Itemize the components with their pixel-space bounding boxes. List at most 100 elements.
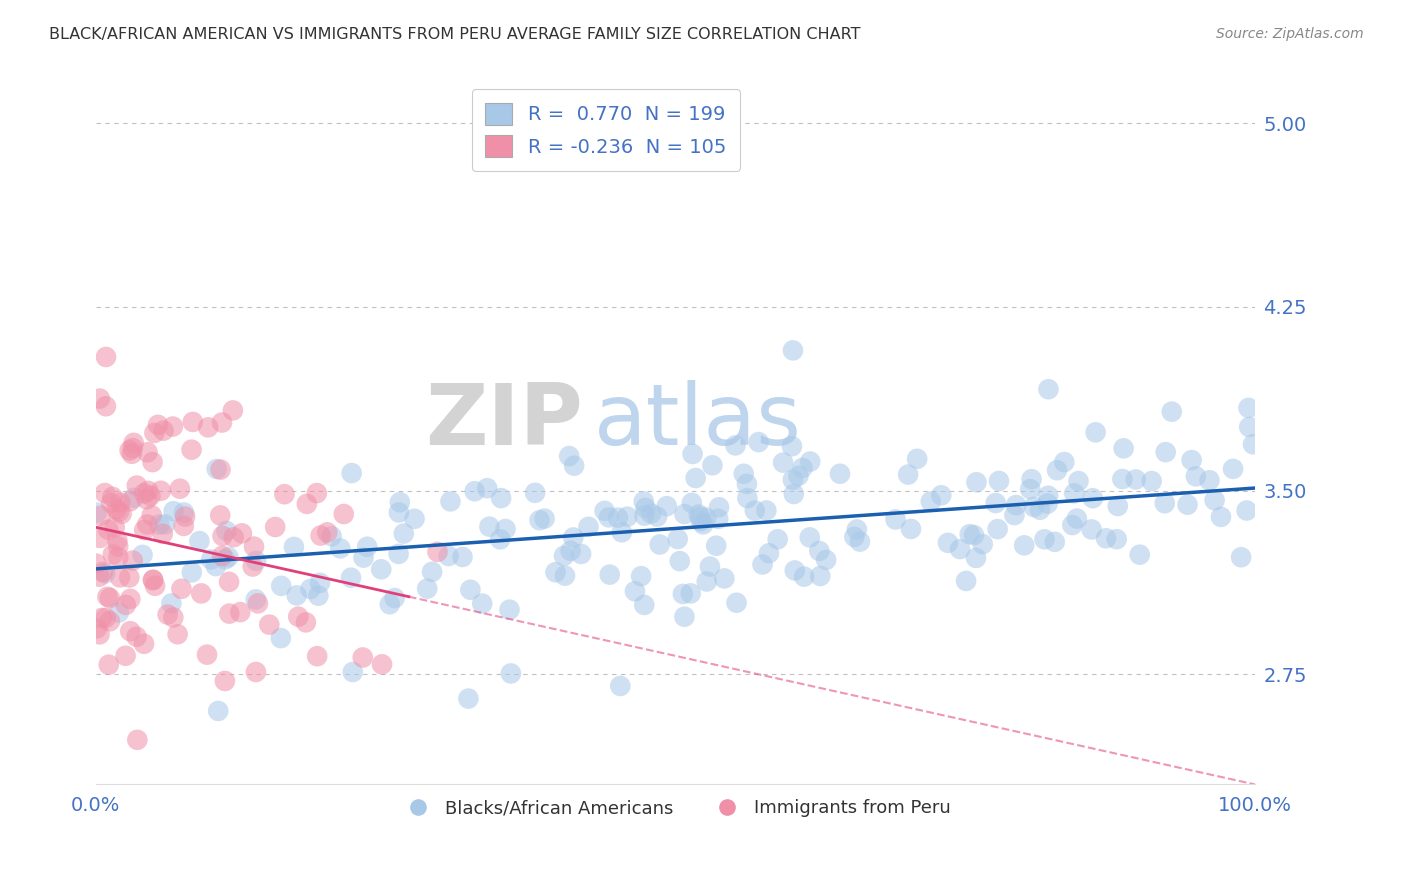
Point xyxy=(146,417,169,432)
Point xyxy=(370,562,392,576)
Point xyxy=(110,495,132,509)
Point xyxy=(122,436,145,450)
Point xyxy=(353,550,375,565)
Point xyxy=(987,522,1010,536)
Point xyxy=(89,531,111,545)
Point xyxy=(439,494,461,508)
Point xyxy=(1125,472,1147,486)
Point xyxy=(387,547,409,561)
Point xyxy=(673,609,696,624)
Point xyxy=(120,494,142,508)
Point xyxy=(101,490,124,504)
Point xyxy=(696,574,718,589)
Point xyxy=(569,547,592,561)
Point xyxy=(695,510,717,524)
Point xyxy=(426,545,449,559)
Point xyxy=(174,509,197,524)
Point xyxy=(553,549,575,563)
Point xyxy=(120,591,142,606)
Point xyxy=(101,548,124,562)
Point xyxy=(713,571,735,585)
Point xyxy=(987,474,1010,488)
Point xyxy=(900,522,922,536)
Point xyxy=(681,496,703,510)
Point xyxy=(305,486,328,500)
Point xyxy=(782,343,804,358)
Point xyxy=(808,569,831,583)
Point xyxy=(544,566,567,580)
Point xyxy=(1021,472,1043,486)
Text: BLACK/AFRICAN AMERICAN VS IMMIGRANTS FROM PERU AVERAGE FAMILY SIZE CORRELATION C: BLACK/AFRICAN AMERICAN VS IMMIGRANTS FRO… xyxy=(49,27,860,42)
Text: atlas: atlas xyxy=(595,380,803,463)
Point xyxy=(460,582,482,597)
Point xyxy=(107,540,129,554)
Point xyxy=(554,568,576,582)
Point xyxy=(489,533,512,547)
Point xyxy=(533,511,555,525)
Point xyxy=(897,467,920,482)
Point xyxy=(1019,482,1042,496)
Point xyxy=(963,528,986,542)
Point xyxy=(245,665,267,679)
Point xyxy=(404,512,426,526)
Point xyxy=(371,657,394,672)
Point xyxy=(499,666,522,681)
Point xyxy=(1230,550,1253,565)
Point xyxy=(616,509,638,524)
Point xyxy=(965,475,987,490)
Point xyxy=(181,415,204,429)
Point xyxy=(416,582,439,596)
Point xyxy=(195,648,218,662)
Point xyxy=(205,559,228,574)
Point xyxy=(125,478,148,492)
Point xyxy=(1084,425,1107,440)
Point xyxy=(153,517,176,532)
Point xyxy=(121,553,143,567)
Point xyxy=(211,416,233,430)
Point xyxy=(209,508,232,523)
Point xyxy=(610,525,633,540)
Point xyxy=(307,589,329,603)
Point xyxy=(783,487,806,501)
Point xyxy=(495,522,517,536)
Point xyxy=(1236,503,1258,517)
Point xyxy=(679,586,702,600)
Text: ZIP: ZIP xyxy=(425,380,582,463)
Point xyxy=(808,544,831,558)
Point xyxy=(578,520,600,534)
Point xyxy=(815,553,838,567)
Point xyxy=(180,442,202,457)
Point xyxy=(114,648,136,663)
Point xyxy=(231,526,253,541)
Point xyxy=(780,439,803,453)
Point xyxy=(169,482,191,496)
Point xyxy=(1105,532,1128,546)
Point xyxy=(609,679,631,693)
Point xyxy=(139,489,162,503)
Point xyxy=(214,673,236,688)
Point xyxy=(668,554,690,568)
Point xyxy=(91,565,114,579)
Point xyxy=(94,566,117,581)
Point xyxy=(127,732,149,747)
Point xyxy=(478,519,501,533)
Point xyxy=(222,530,245,544)
Point xyxy=(229,605,252,619)
Point xyxy=(689,509,711,524)
Point xyxy=(1140,474,1163,488)
Point xyxy=(972,537,994,551)
Point xyxy=(98,614,121,628)
Point xyxy=(1063,486,1085,500)
Point xyxy=(598,510,620,524)
Point xyxy=(1012,538,1035,552)
Point xyxy=(735,476,758,491)
Point xyxy=(121,441,143,455)
Point xyxy=(787,468,810,483)
Point xyxy=(152,526,174,541)
Point xyxy=(624,584,647,599)
Point xyxy=(142,573,165,587)
Point xyxy=(89,569,111,583)
Point xyxy=(222,403,245,417)
Point xyxy=(134,523,156,537)
Point xyxy=(94,611,117,625)
